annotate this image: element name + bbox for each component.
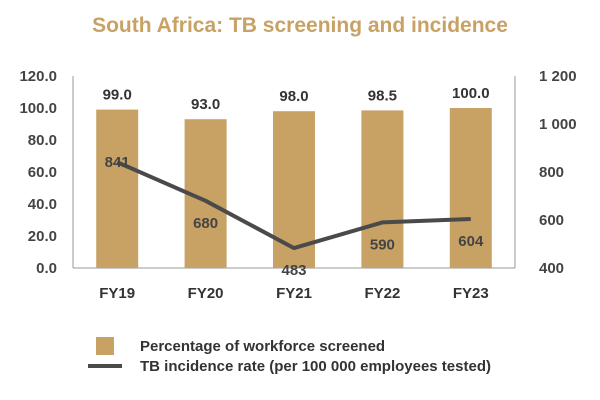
x-category-label: FY19 <box>99 285 135 302</box>
legend-item-line: TB incidence rate (per 100 000 employees… <box>88 355 548 377</box>
line-value-label: 841 <box>105 154 130 171</box>
y-right-tick-label: 600 <box>539 212 564 229</box>
line-value-label: 483 <box>281 262 306 279</box>
y-left-tick-label: 60.0 <box>28 164 57 181</box>
bar-value-label: 100.0 <box>452 85 490 102</box>
legend-bar-label: Percentage of workforce screened <box>140 337 386 355</box>
bar-value-label: 93.0 <box>191 96 220 113</box>
bar <box>449 108 492 268</box>
y-left-tick-label: 20.0 <box>28 228 57 245</box>
line-value-label: 590 <box>370 236 395 253</box>
line-value-label: 604 <box>458 233 484 250</box>
bar-value-label: 99.0 <box>103 87 132 104</box>
bar-value-label: 98.0 <box>279 88 308 105</box>
legend-line-label: TB incidence rate (per 100 000 employees… <box>140 357 491 375</box>
y-right-tick-label: 1 000 <box>539 116 577 133</box>
y-left-tick-label: 80.0 <box>28 132 57 149</box>
line-series <box>116 160 471 251</box>
line-value-label: 680 <box>193 215 218 232</box>
legend-line-swatch <box>88 364 122 368</box>
y-left-tick-label: 40.0 <box>28 196 57 213</box>
legend-item-bars: Percentage of workforce screened <box>88 335 548 357</box>
x-category-label: FY22 <box>364 285 400 302</box>
bar <box>96 109 139 268</box>
x-category-label: FY20 <box>188 285 224 302</box>
bar-value-label: 98.5 <box>368 87 397 104</box>
y-left-tick-label: 100.0 <box>19 100 57 117</box>
y-right-tick-label: 1 200 <box>539 68 577 85</box>
y-left-tick-label: 0.0 <box>36 260 57 277</box>
y-left-tick-label: 120.0 <box>19 68 57 85</box>
y-right-tick-label: 400 <box>539 260 564 277</box>
x-category-label: FY23 <box>453 285 489 302</box>
chart-title: South Africa: TB screening and incidence <box>92 14 508 37</box>
y-right-tick-label: 800 <box>539 164 564 181</box>
legend-bar-swatch <box>96 337 114 355</box>
x-category-label: FY21 <box>276 285 312 302</box>
bar <box>361 110 404 269</box>
